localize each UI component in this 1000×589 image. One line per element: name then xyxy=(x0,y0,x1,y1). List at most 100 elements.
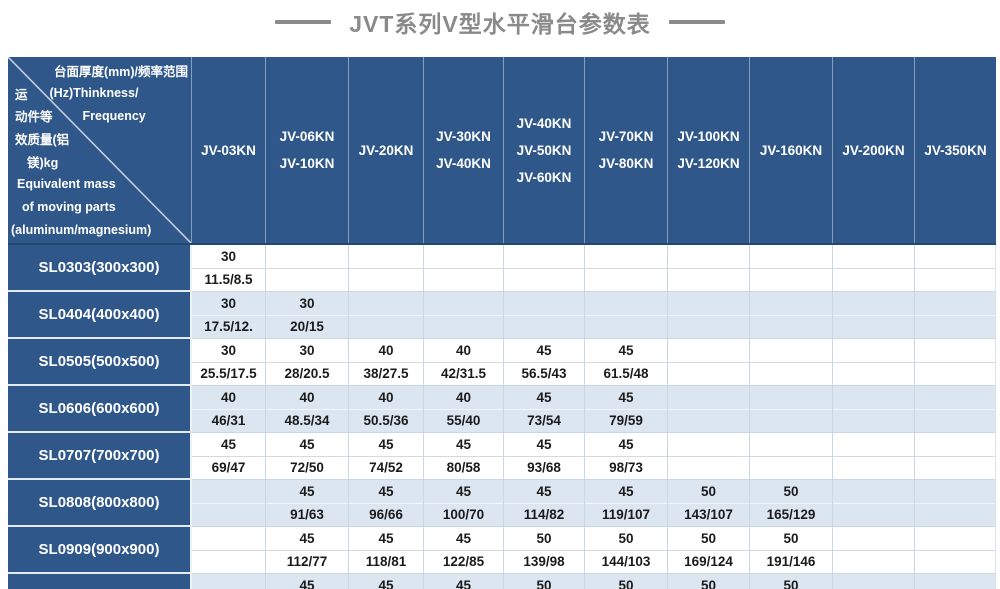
column-header-label: JV-80KN xyxy=(598,156,654,171)
row-header-model: SL0404(400x400) xyxy=(8,292,192,339)
cell-value-top xyxy=(349,292,423,316)
cell-value-bottom xyxy=(668,363,749,386)
data-cell xyxy=(750,339,833,386)
cell-value-top xyxy=(833,245,914,269)
cell-value-top xyxy=(915,574,995,589)
corner-line-left: 运 xyxy=(15,87,28,102)
data-cell xyxy=(915,386,996,433)
cell-value-top: 45 xyxy=(192,433,265,457)
corner-line: Equivalent mass xyxy=(11,173,188,196)
data-cell: 45 118/81 xyxy=(349,527,424,574)
column-header-label: JV-40KN xyxy=(436,156,491,171)
cell-value-bottom xyxy=(266,269,348,292)
cell-value-top xyxy=(915,527,995,551)
spec-table: 台面厚度(mm)/频率范围运 (Hz)Thinkness/动件等 Frequency… xyxy=(8,57,996,589)
data-cell: 50 165/129 xyxy=(750,480,833,527)
data-cell: 45 xyxy=(424,574,504,589)
column-header: JV-160KN xyxy=(750,57,833,243)
corner-line-left: 动件等 xyxy=(15,110,53,125)
column-header-label: JV-350KN xyxy=(924,142,987,158)
cell-value-bottom: 69/47 xyxy=(211,460,246,475)
cell-value-bottom xyxy=(668,410,749,433)
column-header-label: JV-60KN xyxy=(516,169,572,185)
data-cell xyxy=(915,339,996,386)
data-cell xyxy=(833,339,915,386)
model-label: SL0505(500x500) xyxy=(38,353,160,370)
corner-header-cell: 台面厚度(mm)/频率范围运 (Hz)Thinkness/动件等 Frequency… xyxy=(8,57,192,243)
data-cell: 40 42/31.5 xyxy=(424,339,504,386)
data-cell: 40 48.5/34 xyxy=(266,386,349,433)
cell-value-top xyxy=(915,245,995,269)
cell-value-top: 40 xyxy=(266,386,348,410)
cell-value-bottom xyxy=(192,504,265,527)
row-header-model: SL0808(800x800) xyxy=(8,480,192,527)
cell-value-top: 45 xyxy=(504,433,584,457)
model-label: SL0808(800x800) xyxy=(38,494,160,511)
cell-value-top: 40 xyxy=(349,339,423,363)
data-cell: 45 112/77 xyxy=(266,527,349,574)
data-cell xyxy=(915,292,996,339)
corner-lines: 台面厚度(mm)/频率范围运 (Hz)Thinkness/动件等 Frequency… xyxy=(8,57,191,243)
data-cell xyxy=(833,245,915,292)
cell-value-top xyxy=(668,245,749,269)
row-header-model: SL0909(900x900) xyxy=(8,527,192,574)
cell-value-top: 30 xyxy=(192,292,265,316)
data-cell: 45 56.5/43 xyxy=(504,339,585,386)
cell-value-bottom xyxy=(192,551,265,574)
cell-value-bottom: 139/98 xyxy=(523,554,565,569)
cell-value-bottom xyxy=(750,316,832,339)
cell-value-top xyxy=(668,386,749,410)
cell-value-top: 45 xyxy=(585,433,667,457)
data-cell xyxy=(915,527,996,574)
data-cell: 45 79/59 xyxy=(585,386,668,433)
cell-value-bottom: 20/15 xyxy=(290,319,324,334)
cell-value-top xyxy=(833,339,914,363)
cell-value-bottom xyxy=(915,504,995,527)
cell-value-top xyxy=(424,292,503,316)
cell-value-bottom: 80/58 xyxy=(446,460,481,475)
data-cell: 45 74/52 xyxy=(349,433,424,480)
table-header-row: 台面厚度(mm)/频率范围运 (Hz)Thinkness/动件等 Frequency… xyxy=(8,57,996,245)
data-cell: 45 122/85 xyxy=(424,527,504,574)
cell-value-top: 45 xyxy=(424,480,503,504)
cell-value-top: 50 xyxy=(750,574,832,589)
cell-value-bottom: 112/77 xyxy=(286,554,328,569)
corner-line: 效质量(铝 xyxy=(11,127,188,150)
cell-value-bottom: 56.5/43 xyxy=(521,366,567,381)
row-header-model: SL0606(600x600) xyxy=(8,386,192,433)
cell-value-bottom xyxy=(833,551,914,574)
cell-value-top: 50 xyxy=(504,574,584,589)
cell-value-bottom xyxy=(915,551,995,574)
cell-value-top xyxy=(833,480,914,504)
data-cell xyxy=(833,480,915,527)
data-cell: 50 xyxy=(750,574,833,589)
cell-value-top xyxy=(750,386,832,410)
cell-value-top xyxy=(833,292,914,316)
table-row: SL0303(300x300) 30 11.5/8.5 xyxy=(8,245,996,292)
table-row: SL0404(400x400) 30 17.5/12. 30 20/15 xyxy=(8,292,996,339)
data-cell xyxy=(504,245,585,292)
column-header: JV-200KN xyxy=(833,57,915,243)
cell-value-top: 50 xyxy=(585,574,667,589)
cell-value-top xyxy=(585,245,667,269)
model-label: SL0707(700x700) xyxy=(38,447,160,464)
row-header-model: SL0505(500x500) xyxy=(8,339,192,386)
cell-value-bottom xyxy=(585,269,667,292)
cell-value-bottom xyxy=(833,410,914,433)
cell-value-bottom xyxy=(349,269,423,292)
cell-value-top xyxy=(833,433,914,457)
cell-value-top xyxy=(750,339,832,363)
cell-value-top: 40 xyxy=(349,386,423,410)
cell-value-top: 45 xyxy=(424,433,503,457)
data-cell: 45 61.5/48 xyxy=(585,339,668,386)
column-header-label: JV-70KN xyxy=(598,129,654,144)
data-cell: 50 144/103 xyxy=(585,527,668,574)
cell-value-top xyxy=(266,245,348,269)
cell-value-bottom: 114/82 xyxy=(523,507,565,522)
cell-value-bottom: 96/66 xyxy=(369,507,403,522)
corner-line-right: 台面厚度(mm)/频率范围 xyxy=(53,64,188,79)
cell-value-bottom: 17.5/12. xyxy=(204,319,253,334)
cell-value-bottom: 191/146 xyxy=(766,554,816,569)
cell-value-bottom xyxy=(915,410,995,433)
column-header-label: JV-30KN xyxy=(436,129,491,144)
